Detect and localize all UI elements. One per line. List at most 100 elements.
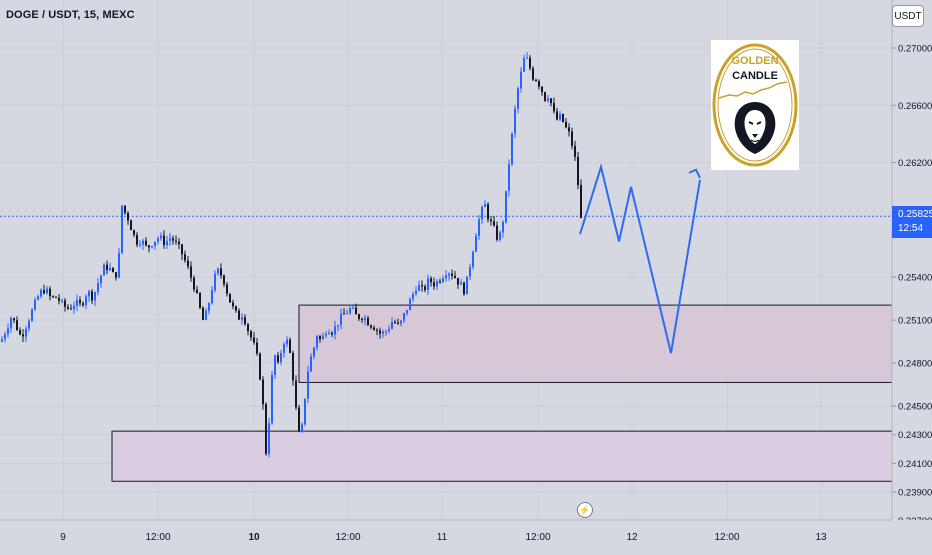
candle-body [349,308,351,314]
candle-body [217,268,219,274]
candle-body [133,230,135,235]
candle-body [10,318,12,329]
candle-body [118,252,120,278]
candle-body [541,86,543,92]
candle-body [55,296,57,298]
candle-body [148,245,150,248]
candle-body [502,222,504,233]
lightning-icon[interactable]: ⚡ [577,502,593,518]
candle-body [136,234,138,245]
candle-body [343,313,345,315]
candle-body [25,328,27,337]
candle-body [427,278,429,290]
candle-body [289,339,291,353]
candle-body [160,235,162,239]
candle-body [421,284,423,287]
candle-body [22,334,24,337]
candle-body [379,330,381,334]
candle-body [16,320,18,331]
candle-body [526,57,528,59]
candle-body [178,241,180,245]
last-price-label: 0.25825 12:54 [892,206,932,238]
currency-unit-button[interactable]: USDT [892,5,924,27]
candle-body [334,326,336,335]
candle-body [64,300,66,307]
candle-body [571,131,573,146]
candle-body [196,289,198,293]
candle-body [130,220,132,231]
candle-body [232,302,234,307]
candle-body [145,240,147,246]
candle-body [301,424,303,432]
candle-body [220,268,222,276]
candle-body [346,313,348,315]
candle-body [79,299,81,304]
candle-body [109,267,111,271]
candle-body [340,313,342,325]
candle-body [505,190,507,223]
symbol-title: DOGE / USDT, 15, MEXC [6,9,135,21]
candle-body [550,98,552,104]
candle-body [292,352,294,381]
candle-body [250,331,252,338]
candle-body [112,267,114,273]
candle-body [436,281,438,287]
candle-body [547,98,549,101]
candles [1,52,582,458]
candle-body [496,225,498,240]
time-tick-label: 13 [815,532,827,543]
zone-demand-lower [111,430,893,482]
candle-body [151,246,153,248]
candle-body [325,333,327,336]
price-tick-label: 0.26600 [898,101,932,112]
candle-body [556,111,558,120]
candle-body [352,307,354,309]
price-tick-label: 0.24800 [898,359,932,370]
candle-body [268,423,270,454]
bar-countdown: 12:54 [898,223,924,234]
candle-body [265,404,267,454]
price-tick-label: 0.27000 [898,44,932,55]
candle-body [367,317,369,326]
time-tick-label: 12:00 [145,532,170,543]
candle-body [382,331,384,334]
candle-body [577,156,579,185]
candle-body [460,282,462,285]
candle-body [316,336,318,348]
price-tick-label: 0.23900 [898,488,932,499]
candle-body [388,328,390,332]
candle-body [7,328,9,335]
candle-body [331,332,333,335]
time-axis-panel[interactable] [0,520,932,550]
candle-body [154,241,156,247]
candle-body [271,374,273,424]
candle-body [499,232,501,240]
zone-demand-upper [298,304,893,383]
projection-path [579,163,701,354]
candle-body [418,284,420,291]
candle-body [100,275,102,284]
candle-body [46,288,48,294]
candle-body [73,305,75,310]
price-axis-panel[interactable] [892,0,932,520]
candle-body [262,379,264,405]
candle-body [481,207,483,220]
candle-body [454,275,456,279]
candle-body [19,330,21,335]
candle-body [415,290,417,294]
candle-body [61,300,63,302]
candle-body [187,260,189,267]
time-tick-label: 10 [248,532,260,543]
time-tick-label: 12:00 [335,532,360,543]
candle-body [475,235,477,252]
candle-body [463,282,465,295]
candle-body [433,282,435,287]
candle-body [391,322,393,329]
candle-body [193,277,195,290]
candle-body [304,398,306,425]
candle-body [253,337,255,343]
time-tick-label: 12 [626,532,638,543]
candle-body [484,204,486,208]
